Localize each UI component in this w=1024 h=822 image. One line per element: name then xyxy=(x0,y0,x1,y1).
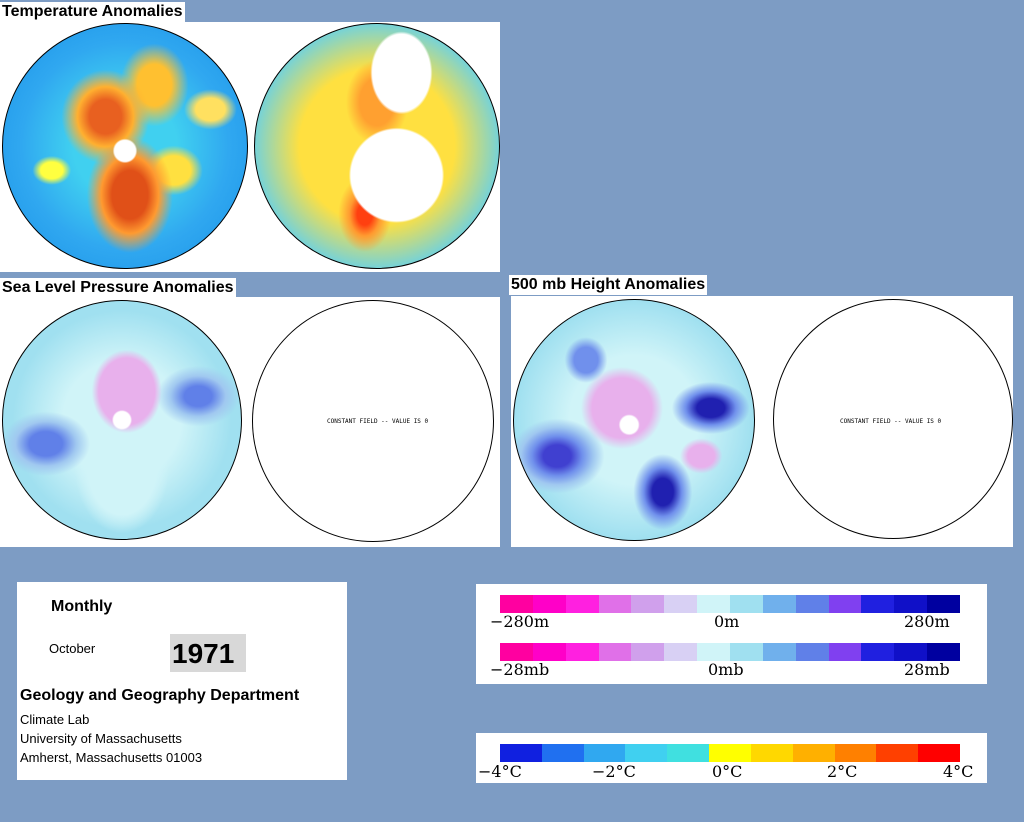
height500-title: 500 mb Height Anomalies xyxy=(509,275,708,295)
color-swatch xyxy=(631,643,665,661)
color-swatch xyxy=(927,643,961,661)
address-label: Amherst, Massachusetts 01003 xyxy=(20,750,203,765)
temperature-north-hemisphere-map xyxy=(2,23,248,269)
anomaly-legend: −280m 0m 280m −28mb 0mb 28mb xyxy=(476,584,987,684)
color-swatch xyxy=(927,595,961,613)
pressure-legend-max: 28mb xyxy=(904,660,950,679)
color-swatch xyxy=(795,595,829,613)
color-swatch xyxy=(532,643,566,661)
color-swatch xyxy=(565,643,599,661)
color-swatch xyxy=(709,744,751,762)
color-swatch xyxy=(861,595,895,613)
pressure-legend-min: −28mb xyxy=(490,660,550,679)
color-swatch xyxy=(697,595,731,613)
height-color-bar xyxy=(500,595,961,613)
color-swatch xyxy=(792,744,835,762)
department-label: Geology and Geography Department xyxy=(20,687,300,704)
color-swatch xyxy=(762,595,796,613)
height500-south-hemisphere-map: CONSTANT FIELD -- VALUE IS 0 xyxy=(773,299,1013,539)
height-legend-min: −280m xyxy=(490,612,550,631)
pressure-color-bar xyxy=(500,643,961,661)
height500-north-hemisphere-map xyxy=(513,299,755,541)
info-box: Monthly October 1971 Geology and Geograp… xyxy=(17,582,347,780)
university-label: University of Massachusetts xyxy=(20,731,182,746)
year-badge xyxy=(170,634,246,672)
color-swatch xyxy=(565,595,599,613)
color-swatch xyxy=(500,744,542,762)
lab-label: Climate Lab xyxy=(20,712,90,727)
constant-field-note: CONSTANT FIELD -- VALUE IS 0 xyxy=(840,418,942,425)
color-swatch xyxy=(598,595,632,613)
temperature-panel xyxy=(0,22,500,272)
temperature-legend-zero: 0°C xyxy=(712,762,743,781)
color-swatch xyxy=(532,595,566,613)
color-swatch xyxy=(598,643,632,661)
color-swatch xyxy=(500,643,533,661)
month-label: October xyxy=(49,641,96,656)
color-swatch xyxy=(876,744,919,762)
color-swatch xyxy=(918,744,960,762)
temperature-legend-plus4: 4°C xyxy=(943,762,974,781)
slp-south-hemisphere-map: CONSTANT FIELD -- VALUE IS 0 xyxy=(252,300,494,542)
slp-north-hemisphere-map xyxy=(2,300,242,540)
color-swatch xyxy=(500,595,533,613)
temperature-title: Temperature Anomalies xyxy=(0,2,185,22)
color-swatch xyxy=(894,595,928,613)
color-swatch xyxy=(730,595,763,613)
color-swatch xyxy=(730,643,763,661)
color-swatch xyxy=(664,595,698,613)
color-swatch xyxy=(894,643,928,661)
color-swatch xyxy=(828,643,862,661)
year-label: 1971 xyxy=(172,638,235,669)
temperature-legend-minus2: −2°C xyxy=(592,762,636,781)
temperature-legend-plus2: 2°C xyxy=(827,762,858,781)
color-swatch xyxy=(697,643,731,661)
color-swatch xyxy=(828,595,862,613)
color-swatch xyxy=(861,643,895,661)
temperature-legend: −4°C −2°C 0°C 2°C 4°C xyxy=(476,733,987,783)
color-swatch xyxy=(762,643,796,661)
color-swatch xyxy=(834,744,877,762)
color-swatch xyxy=(631,595,665,613)
color-swatch xyxy=(541,744,584,762)
height-legend-max: 280m xyxy=(904,612,950,631)
color-swatch xyxy=(667,744,710,762)
height-legend-center: 0m xyxy=(714,612,740,631)
color-swatch xyxy=(795,643,829,661)
pressure-legend-center: 0mb xyxy=(708,660,744,679)
temperature-south-hemisphere-map xyxy=(254,23,500,269)
temperature-color-bar xyxy=(500,744,960,762)
constant-field-note: CONSTANT FIELD -- VALUE IS 0 xyxy=(327,418,429,425)
color-swatch xyxy=(583,744,626,762)
color-swatch xyxy=(625,744,668,762)
slp-panel: CONSTANT FIELD -- VALUE IS 0 xyxy=(0,297,500,547)
temperature-legend-minus4: −4°C xyxy=(478,762,522,781)
color-swatch xyxy=(750,744,793,762)
slp-title: Sea Level Pressure Anomalies xyxy=(0,278,236,298)
color-swatch xyxy=(664,643,698,661)
period-label: Monthly xyxy=(51,598,113,615)
height500-panel: CONSTANT FIELD -- VALUE IS 0 xyxy=(511,296,1013,547)
